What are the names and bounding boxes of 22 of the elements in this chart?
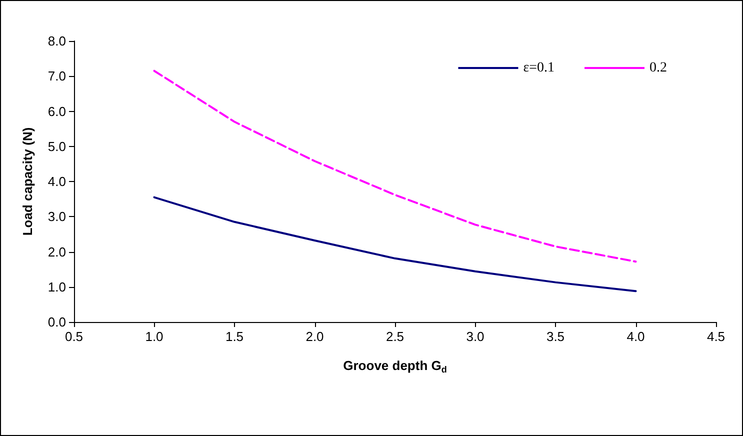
y-tick-label: 8.0 bbox=[48, 34, 66, 48]
x-tick-label: 2.5 bbox=[386, 329, 404, 344]
x-tick-label: 3.5 bbox=[546, 329, 565, 344]
legend-label: 0.2 bbox=[650, 60, 667, 76]
y-tick-label: 6.0 bbox=[48, 104, 66, 119]
x-tick-label: 3.0 bbox=[466, 329, 484, 344]
y-tick-label: 1.0 bbox=[48, 279, 66, 294]
x-tick-label: 1.0 bbox=[145, 329, 164, 344]
legend-label: ε=0.1 bbox=[523, 60, 555, 76]
line-series bbox=[153, 196, 637, 292]
x-tick-label: 4.0 bbox=[626, 329, 645, 344]
y-tick-label: 5.0 bbox=[48, 138, 66, 154]
x-tick-label: 0.5 bbox=[64, 329, 84, 344]
y-tick-label: 2.0 bbox=[48, 244, 66, 260]
y-axis-title: Load capacity (N) bbox=[20, 127, 35, 236]
y-tick-label: 4.0 bbox=[48, 174, 66, 189]
y-tick-label: 0.0 bbox=[48, 314, 66, 330]
x-tick-label: 1.5 bbox=[225, 329, 244, 344]
x-tick-label: 2.0 bbox=[306, 329, 324, 344]
x-tick-label: 4.5 bbox=[706, 329, 726, 344]
y-tick-label: 3.0 bbox=[48, 209, 66, 224]
y-tick-label: 7.0 bbox=[48, 68, 66, 84]
